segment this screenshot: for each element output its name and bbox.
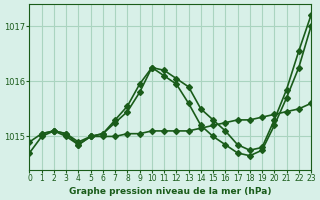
X-axis label: Graphe pression niveau de la mer (hPa): Graphe pression niveau de la mer (hPa) (69, 187, 271, 196)
